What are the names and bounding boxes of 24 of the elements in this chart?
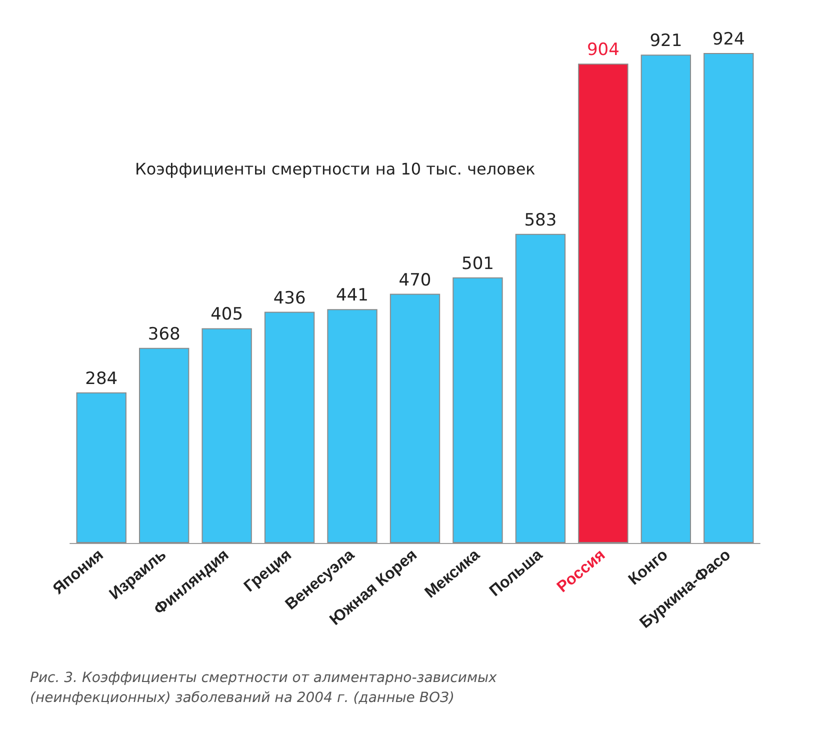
bar <box>578 64 628 543</box>
data-label: 501 <box>462 254 494 274</box>
bar <box>139 348 190 543</box>
data-label: 924 <box>712 30 745 50</box>
bar <box>327 309 378 543</box>
data-label: 436 <box>273 288 306 308</box>
bar <box>515 234 566 543</box>
bar <box>452 277 503 543</box>
data-label: 921 <box>650 31 682 52</box>
bar <box>264 312 315 543</box>
data-label: 405 <box>210 304 244 325</box>
text: Рис. 3. Коэффициенты смертности от алиментарно-зависимых (неинфекционных) заболеваний на 2004 г. (данные ВОЗ) <box>30 670 502 706</box>
data-label: 441 <box>336 286 368 306</box>
bar <box>76 392 126 543</box>
data-label: 583 <box>524 210 557 230</box>
bar <box>640 54 691 543</box>
data-label: 284 <box>85 368 118 389</box>
bar <box>390 294 440 543</box>
data-label: 904 <box>586 40 620 60</box>
data-label: 470 <box>398 270 432 290</box>
bar <box>202 328 252 543</box>
bar <box>704 53 754 543</box>
text: Коэффициенты смертности на 10 тыс. человек <box>135 160 536 178</box>
data-label: 368 <box>148 324 180 344</box>
